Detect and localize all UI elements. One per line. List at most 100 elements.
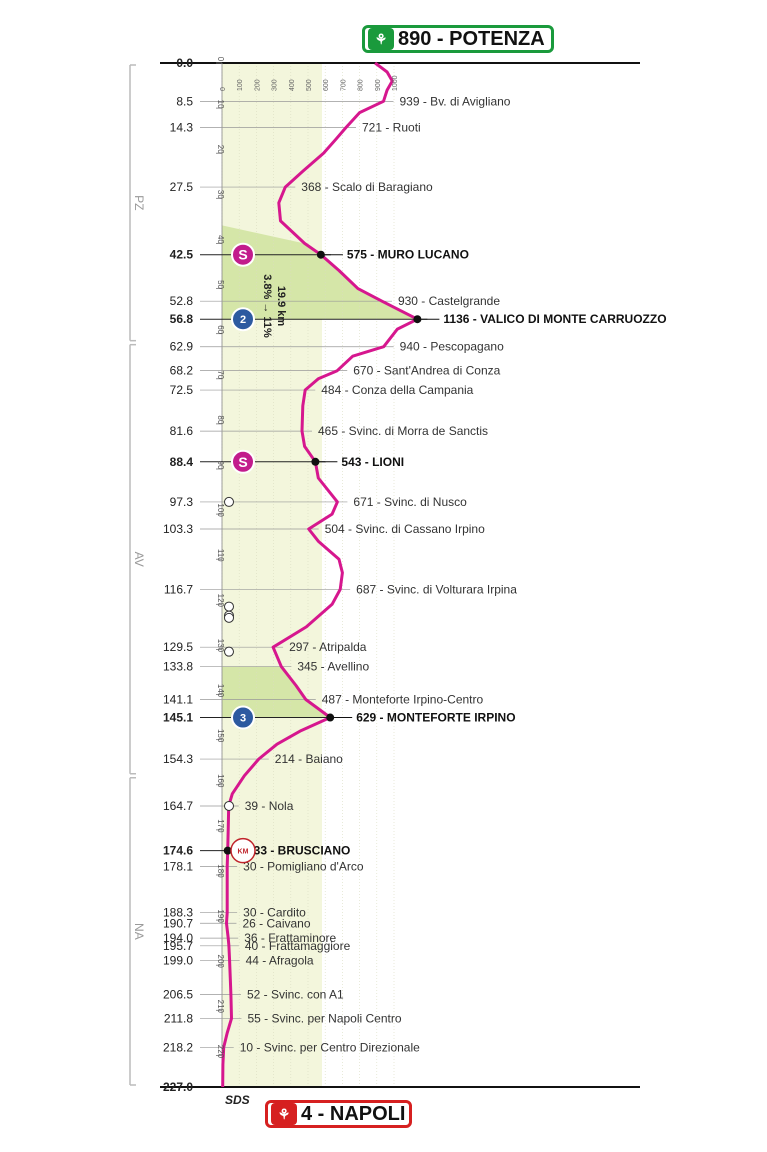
sprint-icon-letter: S [238,454,247,470]
waypoint-label: 40 - Frattamaggiore [245,939,351,953]
altitude-tick-label: 900 [375,79,382,91]
waypoint-km-label: 211.8 [164,1011,193,1025]
km-tick-label-group: 170 [216,819,225,833]
km-tick-label-group: 140 [216,684,225,698]
waypoint-label: 36 - Frattaminore [244,931,336,945]
waypoint-label: 297 - Atripalda [289,640,367,654]
region-group: AV [132,552,146,567]
km-tick-label: 220 [216,1045,225,1059]
sprint-icon [231,449,255,474]
km-tick-label-group: 40 [216,235,225,244]
waypoint-label: 721 - Ruoti [362,121,421,135]
region-label: PZ [132,195,146,210]
waypoint-km-label: 194.0 [163,931,193,945]
waypoint-km-label: 27.5 [170,180,194,194]
waypoint-km-label: 42.5 [170,248,194,262]
region-group: NA [132,923,146,940]
km-tick-label: 190 [216,909,225,923]
waypoint-km-label: 133.8 [163,660,193,674]
km-tick-label: 200 [216,955,225,969]
km-tick-label: 50 [216,280,225,289]
rider-icon: ⚘ [271,1103,297,1125]
waypoint-km-label: 195.7 [163,939,193,953]
climb-annotation: 19.9 km 3.8% → 11% [261,274,287,338]
altitude-tick: 1000 [392,75,399,91]
waypoint-label: 575 - MURO LUCANO [347,248,469,262]
km-tick-label-group: 120 [216,594,225,608]
km-tick-label-group: 50 [216,280,225,289]
waypoint-label: 939 - Bv. di Avigliano [400,94,511,108]
waypoint-label: 26 - Caivano [242,916,310,930]
sprint-icon [231,242,255,267]
climb-length: 19.9 km [275,286,287,327]
waypoint-km-label: 68.2 [170,364,194,378]
km-tick-label-group: 200 [216,955,225,969]
waypoint-label: 670 - Sant'Andrea di Conza [353,364,500,378]
start-badge: ⚘ 890 - POTENZA [362,25,554,53]
waypoint-label: 10 - Svinc. per Centro Direzionale [240,1040,420,1054]
tunnel-icon [224,496,234,507]
altitude-tick: 700 [340,79,347,91]
km-tick-label: 40 [216,235,225,244]
redbull-icon [230,837,256,864]
redbull-icon-text: KM [238,849,249,856]
km-tick-label-group: 60 [216,325,225,334]
km-tick-label: 160 [216,774,225,788]
altitude-tick: 900 [375,79,382,91]
km-tick-label-group: 10 [216,100,225,109]
altitude-tick: 400 [289,79,296,91]
waypoint-km-label: 188.3 [163,905,193,919]
waypoint-km-label: 56.8 [170,312,194,326]
waypoint-km-label: 206.5 [163,988,193,1002]
waypoint-km-label: 178.1 [163,859,193,873]
km-tick-label-group: 30 [216,190,225,199]
altitude-tick-label: 0 [220,87,227,91]
tunnel-icon [224,601,234,612]
waypoint-km-label: 97.3 [170,495,194,509]
km-tick-label: 10 [216,100,225,109]
waypoint-label: 504 - Svinc. di Cassano Irpino [325,522,485,536]
sds-label: SDS [225,1093,250,1107]
km-tick-label: 30 [216,190,225,199]
km-tick-label-group: 110 [216,549,225,562]
waypoint-label: 671 - Svinc. di Nusco [353,495,467,509]
km-tick-label: 110 [216,549,225,562]
waypoint-label: 543 - LIONI [341,455,404,469]
km-tick-label-group: 220 [216,1045,225,1059]
waypoint-label: 345 - Avellino [297,660,369,674]
km-tick-label-group: 90 [216,461,225,470]
waypoint-km-label: 174.6 [163,844,193,858]
waypoint-km-label: 72.5 [170,383,194,397]
waypoint-km-label: 52.8 [170,294,194,308]
waypoint-label: 214 - Baiano [275,752,343,766]
climb-zone [222,666,331,718]
waypoint-km-label: 116.7 [164,582,193,596]
km-tick-label-group: 70 [216,370,225,379]
km-tick-label-group: 80 [216,415,225,424]
waypoint-km-label: 8.5 [176,94,193,108]
waypoint-label: 1136 - VALICO DI MONTE CARRUOZZO [443,312,666,326]
waypoint-km-label: 62.9 [170,340,194,354]
waypoint-label: 487 - Monteforte Irpino-Centro [322,693,484,707]
waypoint-km-label: 218.2 [163,1040,193,1054]
elevation-profile-line [221,61,419,1088]
waypoint-km-label: 14.3 [170,121,194,135]
km-tick-label-group: 130 [216,639,225,653]
waypoint-km-label: 103.3 [163,522,193,536]
waypoint-km-label: 227.0 [163,1080,193,1094]
tunnel-icon [224,612,234,623]
km-tick-label: 20 [216,145,225,154]
km-tick-label-group: 210 [216,1000,225,1014]
waypoint-km-label: 88.4 [170,455,194,469]
km-tick-label-group: 180 [216,864,225,878]
waypoint-label: 368 - Scalo di Baragiano [301,180,433,194]
km-tick-label: 180 [216,864,225,878]
rider-icon: ⚘ [368,28,394,50]
region-label: AV [132,552,146,567]
km-tick-label-group: 150 [216,729,225,743]
climb-gradient: 3.8% → 11% [261,274,273,338]
altitude-tick: 0 [220,87,227,91]
waypoint-label: 930 - Castelgrande [398,294,500,308]
altitude-tick-label: 100 [237,79,244,91]
